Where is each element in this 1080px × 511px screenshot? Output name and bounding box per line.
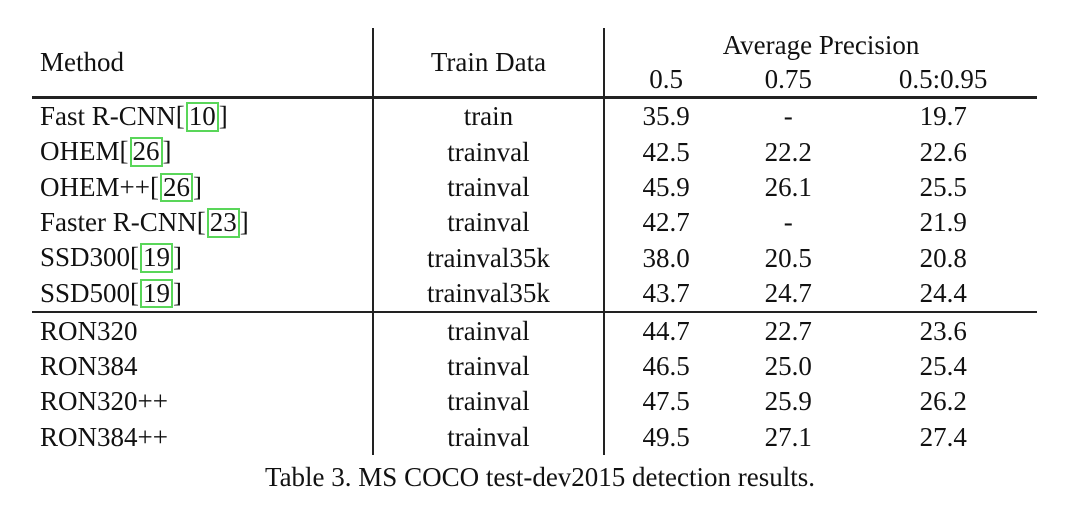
ap-0-5-cell: 44.7 (603, 311, 728, 349)
table-row: SSD500[19] trainval35k 43.7 24.7 24.4 (32, 275, 1037, 313)
table-row: RON384 trainval 46.5 25.0 25.4 (32, 348, 1037, 385)
table-row: RON320 trainval 44.7 22.7 23.6 (32, 311, 1037, 349)
citation-link[interactable]: 26 (129, 137, 163, 167)
ap-0-5-0-95-cell: 19.7 (849, 96, 1037, 135)
header-method: Method (40, 46, 124, 77)
ap-0-5-cell: 47.5 (603, 384, 728, 420)
header-ap-0-75: 0.75 (764, 63, 812, 94)
train-data-cell: trainval (371, 134, 605, 170)
table-body: Fast R-CNN[10] train 35.9-19.7 OHEM[26] trai… (32, 96, 1037, 455)
header-train-data: Train Data (371, 28, 605, 98)
ap-0-75-cell: - (727, 96, 850, 135)
train-data-cell: trainval (371, 419, 605, 455)
citation-link[interactable]: 26 (159, 172, 193, 203)
train-data-cell: trainval (371, 205, 605, 241)
ap-0-75-cell: 22.7 (727, 311, 850, 349)
ap-0-75-cell: - (783, 207, 793, 238)
ap-0-75-cell: 24.7 (764, 278, 812, 309)
ap-0-5-0-95-cell: 22.6 (919, 136, 967, 167)
header-ap-0-5-0-95: 0.5:0.95 (898, 63, 988, 94)
ap-0-5-0-95-cell: 23.6 (849, 311, 1037, 349)
method-name: Fast R-CNN (40, 100, 176, 131)
train-data-cell: train (371, 96, 605, 135)
citation-link[interactable]: 19 (140, 243, 174, 274)
citation-link[interactable]: 19 (140, 278, 174, 309)
train-data-cell: trainval (371, 311, 605, 349)
method-cell: SSD300[19] (40, 242, 183, 274)
ap-0-75-cell: 22.2 (764, 136, 812, 167)
header-average-precision: Average Precision (603, 28, 1037, 62)
ap-0-75-cell: 20.5 (764, 242, 812, 273)
train-data-cell: trainval35k (371, 240, 605, 276)
table-row: OHEM[26] trainval 42.5 22.2 22.6 (32, 134, 1037, 170)
table-row: RON384++ trainval 49.5 27.1 27.4 (32, 419, 1037, 455)
method-cell: Faster R-CNN[23] (40, 207, 249, 238)
method-name: RON384++ (40, 421, 168, 452)
method-cell: RON320++ (32, 384, 373, 419)
method-name: RON384 (40, 350, 138, 381)
table-row: OHEM++[26] trainval 45.9 26.1 25.5 (32, 169, 1037, 206)
train-data-cell: trainval (371, 384, 605, 420)
ap-0-5-0-95-cell: 26.2 (919, 386, 967, 417)
citation-link[interactable]: 23 (206, 208, 240, 238)
ap-0-5-cell: 46.5 (603, 348, 728, 385)
method-name: OHEM++ (40, 171, 150, 202)
train-data-cell: trainval35k (371, 275, 605, 313)
ap-0-5-cell: 42.7 (603, 205, 728, 241)
header-row-2: 0.5 0.75 0.5:0.95 (32, 62, 1037, 98)
table-row: SSD300[19] trainval35k 38.0 20.5 20.8 (32, 240, 1037, 276)
ap-0-5-0-95-cell: 24.4 (919, 278, 967, 309)
method-name: SSD500 (40, 277, 131, 308)
method-cell: OHEM++[26] (40, 171, 202, 203)
method-cell: RON384 (32, 349, 373, 384)
method-name: RON320++ (40, 386, 168, 417)
method-cell: OHEM[26] (40, 136, 172, 167)
table-row: RON320++ trainval 47.5 25.9 26.2 (32, 384, 1037, 420)
ap-0-5-cell: 49.5 (603, 419, 728, 455)
ap-0-5-0-95-cell: 27.4 (919, 421, 967, 452)
ap-0-75-cell: 27.1 (764, 421, 812, 452)
ap-0-5-cell: 42.5 (603, 134, 728, 170)
results-table: Method Train Data Average Precision 0.5 … (32, 28, 1037, 455)
ap-0-5-cell: 35.9 (603, 96, 728, 135)
ap-0-75-cell: 25.9 (764, 386, 812, 417)
ap-0-5-0-95-cell: 21.9 (919, 207, 967, 238)
table-caption: Table 3. MS COCO test-dev2015 detection … (264, 462, 816, 492)
ap-0-5-cell: 38.0 (603, 240, 728, 276)
method-cell: SSD500[19] (40, 277, 183, 309)
citation-link[interactable]: 10 (185, 101, 219, 132)
method-name: OHEM (40, 136, 120, 167)
train-data-cell: trainval (371, 348, 605, 385)
method-name: RON320 (40, 315, 138, 346)
ap-0-5-0-95-cell: 20.8 (919, 242, 967, 273)
ap-0-5-cell: 45.9 (603, 169, 728, 206)
header-row-1: Method Train Data Average Precision (32, 28, 1037, 98)
table-row: Faster R-CNN[23] trainval 42.7 - 21.9 (32, 205, 1037, 241)
ap-0-5-0-95-cell: 25.5 (919, 171, 967, 202)
method-cell: RON384++ (32, 420, 373, 455)
ap-0-75-cell: 26.1 (764, 171, 812, 202)
ap-0-75-cell: 25.0 (764, 350, 812, 381)
method-cell: RON320 (32, 311, 373, 349)
method-cell: Fast R-CNN[10] (32, 96, 373, 135)
ap-0-5-cell: 43.7 (603, 275, 728, 313)
header-ap-0-5: 0.5 (603, 62, 728, 98)
method-name: SSD300 (40, 242, 131, 273)
ap-0-5-0-95-cell: 25.4 (919, 350, 967, 381)
table-row: Fast R-CNN[10] train 35.9-19.7 (32, 96, 1037, 135)
method-name: Faster R-CNN (40, 207, 197, 238)
train-data-cell: trainval (371, 169, 605, 206)
